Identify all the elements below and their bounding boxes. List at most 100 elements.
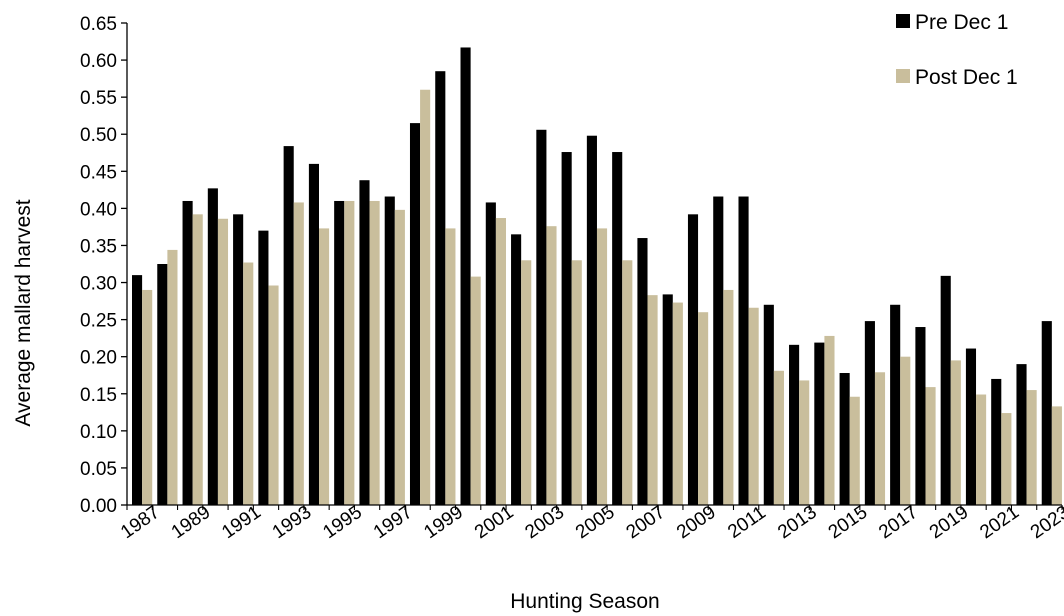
bar-post-dec-1-2016 xyxy=(874,372,886,505)
y-tick-label: 0.35 xyxy=(80,236,117,257)
x-tick-label: 1991 xyxy=(218,502,265,543)
bar-post-dec-1-1993 xyxy=(293,202,304,505)
bar-pre-dec-1-1998 xyxy=(409,123,421,506)
x-tick-label: 1987 xyxy=(117,502,164,543)
bar-pre-dec-1-1989 xyxy=(182,200,193,505)
bar-pre-dec-1-2010 xyxy=(713,196,724,505)
bar-pre-dec-1-2016 xyxy=(864,321,875,505)
bar-pre-dec-1-2008 xyxy=(662,294,673,505)
x-tick-label: 1993 xyxy=(269,502,316,543)
bar-pre-dec-1-1997 xyxy=(384,196,395,505)
bar-post-dec-1-1997 xyxy=(394,209,405,505)
bar-post-dec-1-2009 xyxy=(698,312,709,505)
bar-post-dec-1-2000 xyxy=(470,276,481,505)
bar-pre-dec-1-1987 xyxy=(132,275,143,505)
y-tick-label: 0.40 xyxy=(80,199,117,220)
bar-pre-dec-1-2017 xyxy=(890,304,901,505)
bar-post-dec-1-1995 xyxy=(344,200,355,505)
bar-pre-dec-1-2021 xyxy=(991,378,1002,505)
y-tick-label: 0.20 xyxy=(80,348,117,369)
bar-post-dec-1-2019 xyxy=(950,360,961,505)
x-tick-label: 1999 xyxy=(420,502,467,543)
bar-post-dec-1-2018 xyxy=(925,387,936,505)
y-tick-label: 0.25 xyxy=(80,311,117,332)
bar-post-dec-1-2021 xyxy=(1001,413,1012,505)
bar-pre-dec-1-2015 xyxy=(839,373,850,505)
bar-pre-dec-1-1999 xyxy=(435,71,446,505)
bar-post-dec-1-2007 xyxy=(647,295,658,505)
bar-pre-dec-1-1990 xyxy=(207,188,218,506)
bar-post-dec-1-2005 xyxy=(596,228,608,505)
bar-pre-dec-1-2009 xyxy=(687,214,699,505)
legend-label-post-dec-1: Post Dec 1 xyxy=(915,66,1018,89)
x-tick-label: 2009 xyxy=(673,502,720,543)
bar-post-dec-1-1987 xyxy=(142,289,153,505)
bar-post-dec-1-2012 xyxy=(773,370,784,505)
bar-post-dec-1-2004 xyxy=(571,260,582,505)
bar-post-dec-1-1991 xyxy=(243,262,254,505)
bar-pre-dec-1-2006 xyxy=(612,152,623,505)
x-tick-label: 2021 xyxy=(976,502,1023,543)
bar-post-dec-1-2010 xyxy=(723,289,734,505)
bar-pre-dec-1-2022 xyxy=(1016,364,1027,505)
legend-swatch-post-dec-1 xyxy=(896,69,910,83)
y-tick-label: 0.60 xyxy=(80,51,117,72)
x-tick-label: 2003 xyxy=(521,502,568,543)
bar-post-dec-1-1989 xyxy=(192,214,203,505)
y-axis: 0.00 0.05 0.10 0.15 0.20 0.25 0.30 0.35 0.40 0.45… xyxy=(80,14,128,517)
legend-swatch-pre-dec-1 xyxy=(896,14,910,28)
bar-post-dec-1-2015 xyxy=(849,396,860,505)
y-tick-label: 0.65 xyxy=(80,14,117,35)
bar-pre-dec-1-1995 xyxy=(334,200,345,505)
bar-pre-dec-1-2020 xyxy=(965,348,977,505)
bar-post-dec-1-2011 xyxy=(748,307,759,505)
bar-pre-dec-1-2023 xyxy=(1041,321,1052,505)
bar-post-dec-1-2003 xyxy=(546,226,557,505)
x-tick-label: 1997 xyxy=(370,502,417,543)
y-tick-label: 0.15 xyxy=(80,385,117,406)
bar-post-dec-1-2006 xyxy=(622,260,633,505)
legend-label-pre-dec-1: Pre Dec 1 xyxy=(915,11,1008,34)
bar-pre-dec-1-2011 xyxy=(738,196,749,505)
x-tick-label: 2007 xyxy=(623,502,670,543)
bar-pre-dec-1-2012 xyxy=(763,304,774,505)
bar-pre-dec-1-1994 xyxy=(308,163,319,505)
y-tick-label: 0.50 xyxy=(80,125,117,146)
bar-post-dec-1-2023 xyxy=(1051,406,1062,505)
y-tick-label: 0.45 xyxy=(80,162,117,183)
bar-post-dec-1-2022 xyxy=(1026,390,1037,505)
bar-post-dec-1-2014 xyxy=(824,335,835,505)
bar-post-dec-1-1992 xyxy=(268,285,279,505)
bar-pre-dec-1-2000 xyxy=(460,47,471,505)
bar-pre-dec-1-2005 xyxy=(586,135,597,505)
y-tick-label: 0.05 xyxy=(80,459,117,480)
bar-pre-dec-1-1993 xyxy=(283,146,294,505)
bar-post-dec-1-2013 xyxy=(799,380,810,505)
bar-post-dec-1-1996 xyxy=(369,200,380,505)
bar-pre-dec-1-2001 xyxy=(485,202,496,505)
bar-post-dec-1-2020 xyxy=(976,394,987,505)
bar-pre-dec-1-1996 xyxy=(359,180,370,505)
x-tick-label: 2017 xyxy=(875,502,922,543)
bar-pre-dec-1-1991 xyxy=(233,214,244,505)
bar-post-dec-1-1998 xyxy=(420,89,431,506)
bar-post-dec-1-1988 xyxy=(167,249,178,505)
bar-pre-dec-1-1988 xyxy=(157,264,168,505)
y-tick-label: 0.00 xyxy=(80,496,117,517)
x-tick-label: 2013 xyxy=(774,502,821,543)
bar-post-dec-1-2017 xyxy=(900,356,911,505)
bar-pre-dec-1-2003 xyxy=(536,129,547,505)
bar-pre-dec-1-1992 xyxy=(258,230,269,505)
bars-group xyxy=(132,47,1062,506)
x-tick-label: 2001 xyxy=(471,502,518,543)
bar-pre-dec-1-2004 xyxy=(561,152,572,505)
x-axis: 1987 1989 1991 1993 1995 1997 1999 2001 2003 2005… xyxy=(117,502,1064,543)
bar-post-dec-1-1990 xyxy=(217,218,229,505)
x-tick-label: 2011 xyxy=(724,502,770,543)
bar-pre-dec-1-2007 xyxy=(637,238,648,506)
x-tick-label: 1989 xyxy=(168,502,215,543)
bar-pre-dec-1-2002 xyxy=(511,234,522,505)
y-tick-label: 0.10 xyxy=(80,422,117,443)
bar-pre-dec-1-2018 xyxy=(915,327,926,505)
bar-pre-dec-1-2013 xyxy=(789,344,800,505)
